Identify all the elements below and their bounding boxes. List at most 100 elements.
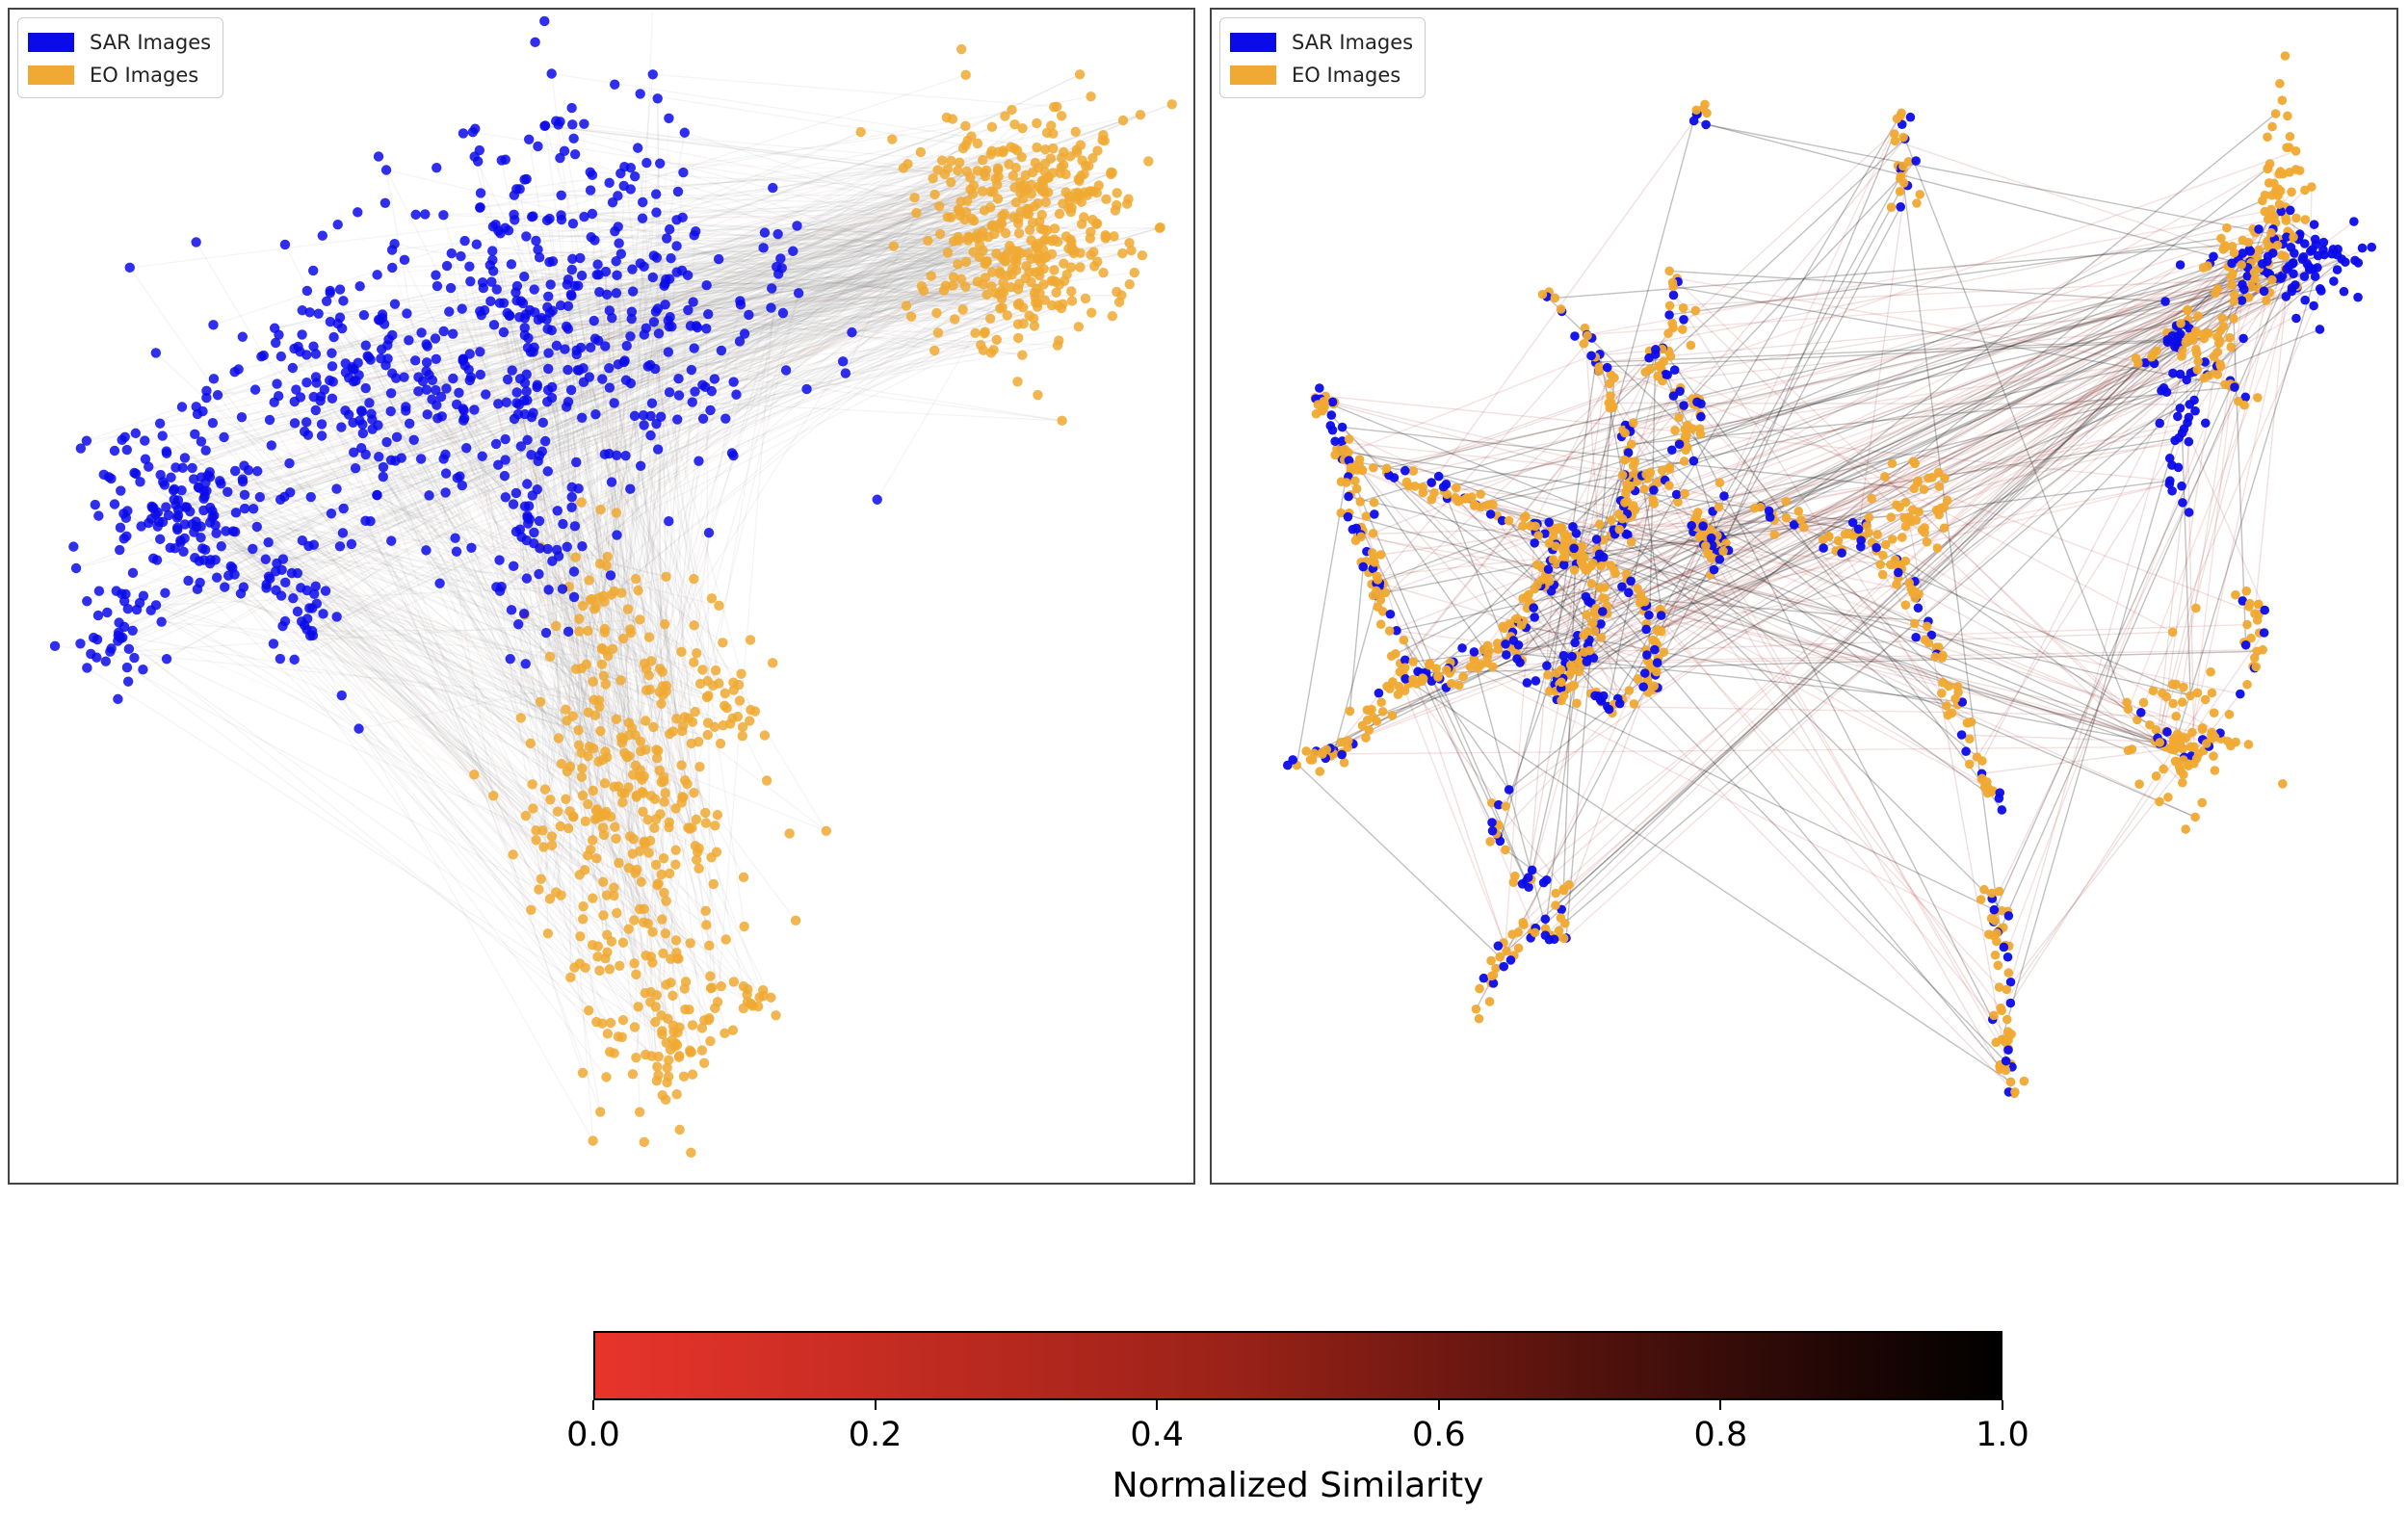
eo-point [2278,779,2288,789]
pair-link-line [1884,476,2160,744]
eo-point [1518,521,1528,531]
pair-link-line [1642,598,1929,622]
points [1282,51,2377,1099]
eo-point [2200,694,2211,705]
pair-link-line [535,240,718,852]
eo-point [2237,260,2247,270]
sar-point [122,676,134,687]
eo-point [1569,565,1580,575]
eo-point [998,146,1008,158]
pair-link-line [446,265,1023,356]
sar-point [1438,482,1449,492]
eo-point [617,937,629,948]
sar-point [590,409,601,420]
sar-point [686,364,697,376]
pair-link-line [561,123,1015,217]
pair-link-line [609,163,908,389]
eo-point [954,205,965,217]
pair-link-line [662,274,689,687]
sar-point [541,314,552,325]
sar-point [1624,587,1634,598]
sar-point [2135,708,2146,717]
pair-link-line [526,233,995,238]
eo-point [1473,664,1483,673]
eo-point [2201,739,2212,748]
eo-point [639,837,650,848]
eo-point [1092,145,1103,156]
sar-point [284,457,295,469]
sar-point [100,656,112,666]
eo-point [1950,693,1960,704]
eo-point [1018,318,1029,329]
pair-link-line [630,157,1062,191]
sar-point [641,323,652,333]
eo-point [1124,238,1135,248]
pair-link-line [1627,534,1988,795]
eo-point [687,1069,698,1080]
sar-point [1558,650,1569,661]
pair-link-line [736,294,987,396]
sar-point [431,270,441,280]
sar-swatch-icon [1230,33,1276,52]
eo-point [1522,603,1532,613]
eo-point [1336,477,1347,487]
legend-entry-sar: SAR Images [1230,26,1413,59]
sar-point [198,493,209,505]
sar-point [490,438,502,450]
sar-point [509,413,520,425]
sar-point [620,450,631,461]
eo-point [1410,482,1420,491]
sar-point [1602,362,1612,373]
sar-point [654,158,666,169]
pair-link-line [313,261,1041,348]
sar-point [689,343,699,353]
eo-point [2253,599,2264,610]
sar-point [1708,540,1717,551]
pair-link-line [1931,623,2248,637]
eo-point [1054,208,1065,220]
eo-point [1995,1061,2004,1072]
eo-point [645,986,656,998]
sar-point [310,372,322,382]
eo-point [535,696,546,707]
pair-link-line [602,311,657,828]
sar-point [673,373,684,384]
eo-point [1532,560,1542,570]
eo-point [757,985,769,996]
eo-point [1877,569,1888,580]
sar-point [440,487,451,498]
sar-point [673,390,685,401]
sar-point [440,468,452,479]
eo-point [1887,535,1898,544]
sar-point [605,570,616,581]
eo-point [1475,983,1484,994]
eo-point [1048,128,1059,140]
sar-point [92,610,104,621]
sar-point [155,534,166,545]
pair-link-line [640,292,1035,467]
sar-point [355,405,367,416]
sar-point [310,349,322,359]
sar-point [111,586,121,596]
pair-link-line [1312,549,1729,761]
sar-point [360,382,371,394]
colorbar: 0.0 0.2 0.4 0.6 0.8 1.0 Normalized Similarity [0,1319,2408,1539]
pair-link-line [1633,235,2300,467]
sar-point [1674,439,1685,450]
pair-link-line [511,151,999,372]
pair-link-line [292,233,941,369]
pair-link-line [1914,250,2251,599]
sar-point [338,503,349,514]
pair-link-line [1330,547,1824,750]
eo-point [515,713,527,723]
pair-link-line [381,314,665,954]
sar-point [635,89,645,99]
eo-point [1369,497,1379,508]
eo-point [656,869,667,880]
eo-point [2148,686,2159,696]
eo-point [2266,227,2276,238]
pair-link-line [542,422,709,723]
pair-link-line [739,237,970,343]
sar-point [734,336,746,347]
sar-point [1604,704,1614,715]
